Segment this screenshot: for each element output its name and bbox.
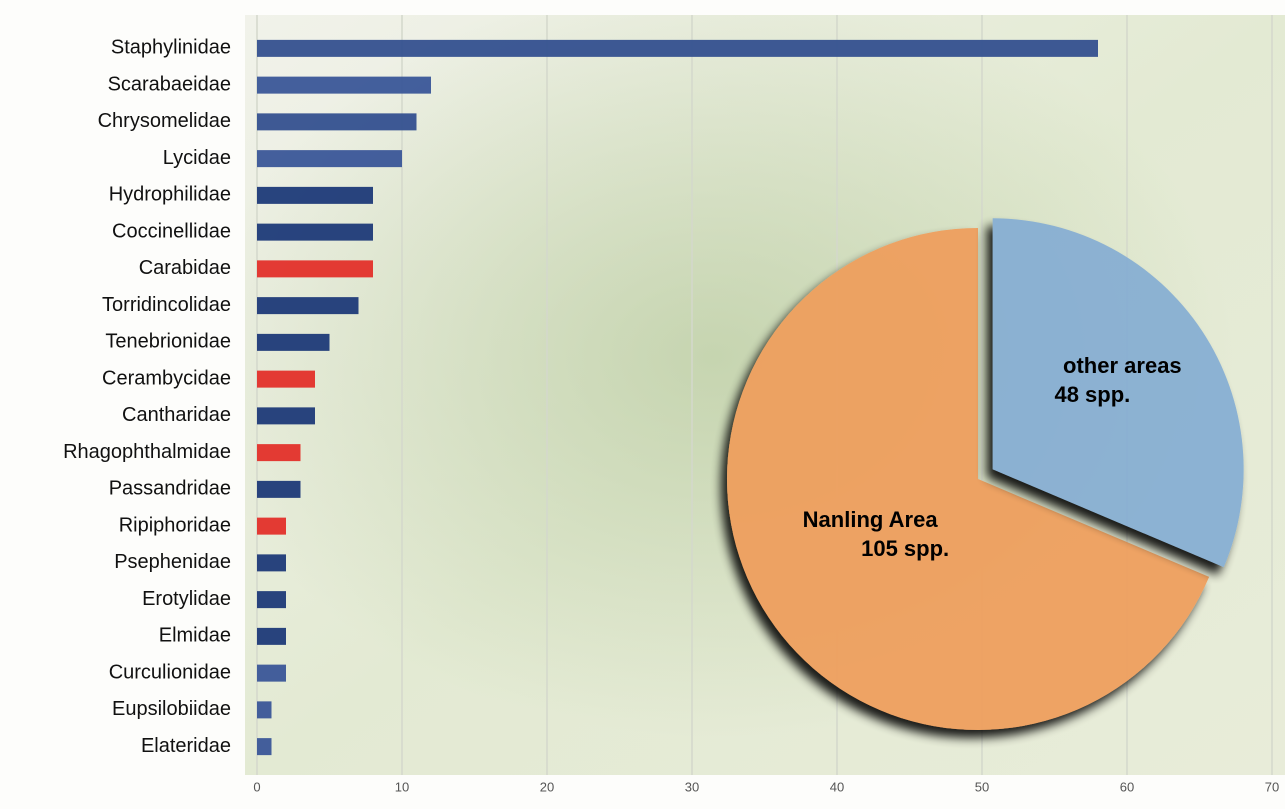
bar: [257, 701, 272, 719]
y-tick-label: Rhagophthalmidae: [63, 441, 231, 463]
bar: [257, 738, 272, 756]
y-tick-label: Curculionidae: [109, 661, 231, 683]
y-tick-label: Ripiphoridae: [119, 514, 231, 536]
bar: [257, 554, 286, 572]
bar: [257, 591, 286, 609]
bar: [257, 370, 315, 388]
y-tick-label: Tenebrionidae: [105, 331, 231, 353]
x-tick-label: 70: [1265, 779, 1279, 794]
x-tick-label: 0: [253, 779, 260, 794]
y-tick-label: Cerambycidae: [102, 367, 231, 389]
y-tick-label: Coccinellidae: [112, 220, 231, 242]
y-tick-label: Psephenidae: [114, 551, 231, 573]
bar: [257, 150, 402, 168]
y-tick-label: Cantharidae: [122, 404, 231, 426]
pie-slice: [727, 228, 1210, 730]
bar: [257, 407, 315, 425]
bar: [257, 39, 1098, 57]
bar: [257, 223, 373, 241]
slice-value: 48 spp.: [1054, 382, 1130, 407]
y-tick-label: Hydrophilidae: [109, 184, 231, 206]
bar: [257, 76, 431, 94]
bar: [257, 333, 330, 351]
bar: [257, 627, 286, 645]
slice-label: other areas: [1063, 353, 1182, 378]
y-tick-label: Elateridae: [141, 735, 231, 757]
x-tick-label: 60: [1120, 779, 1134, 794]
x-tick-label: 20: [540, 779, 554, 794]
y-tick-label: Eupsilobiidae: [112, 698, 231, 720]
x-tick-label: 30: [685, 779, 699, 794]
bar: [257, 517, 286, 535]
pie-slice: [992, 218, 1244, 568]
bar: [257, 664, 286, 682]
bar: [257, 260, 373, 278]
bar: [257, 297, 359, 315]
y-tick-label: Elmidae: [159, 625, 231, 647]
bar: [257, 186, 373, 204]
bar: [257, 113, 417, 131]
x-tick-label: 10: [395, 779, 409, 794]
x-tick-label: 50: [975, 779, 989, 794]
y-tick-label: Scarabaeidae: [108, 73, 231, 95]
y-tick-label: Carabidae: [139, 257, 231, 279]
y-tick-label: Lycidae: [163, 147, 231, 169]
bar: [257, 480, 301, 498]
x-tick-label: 40: [830, 779, 844, 794]
y-tick-label: Staphylinidae: [111, 37, 231, 59]
y-tick-label: Torridincolidae: [102, 294, 231, 316]
y-tick-label: Passandridae: [109, 478, 231, 500]
slice-value: 105 spp.: [861, 536, 949, 561]
y-tick-label: Erotylidae: [142, 588, 231, 610]
bar: [257, 444, 301, 462]
y-tick-label: Chrysomelidae: [98, 110, 231, 132]
slice-label: Nanling Area: [803, 507, 939, 532]
